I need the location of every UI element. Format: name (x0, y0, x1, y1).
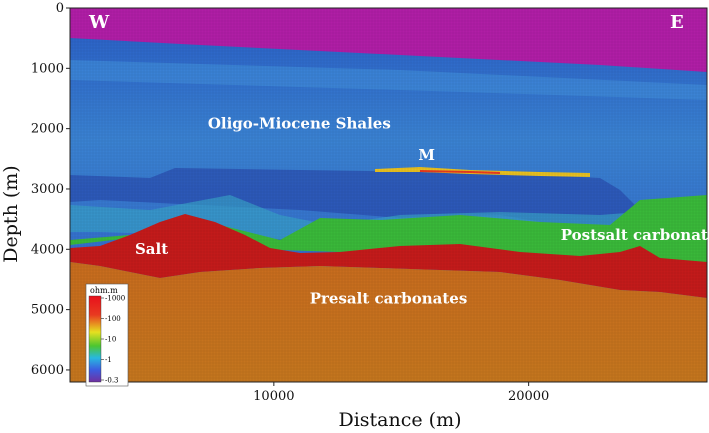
y-axis-ticks: 0 1000 2000 3000 4000 5000 6000 (31, 1, 70, 378)
colorbar-ticks: -1000 -100 -10 -1 -0.3 (101, 295, 125, 385)
colorbar-tick-label: -100 (105, 315, 121, 323)
colorbar-unit: ohm.m (90, 286, 118, 295)
colorbar-tick-label: -1000 (105, 295, 125, 303)
colorbar: ohm.m -1000 -100 -10 -1 -0.3 (85, 283, 129, 387)
colorbar-tick-label: -1 (105, 356, 112, 364)
y-tick-label: 2000 (31, 122, 64, 137)
y-tick-label: 6000 (31, 363, 64, 378)
colorbar-tick-label: -0.3 (105, 377, 119, 385)
colorbar-tick-label: -10 (105, 336, 116, 344)
grid-texture (70, 8, 707, 382)
west-label: W (88, 12, 110, 33)
plot-area (70, 8, 707, 382)
region-label: Presalt carbonates (310, 290, 468, 308)
y-axis-title: Depth (m) (0, 165, 22, 262)
x-tick-label: 10000 (253, 389, 294, 404)
y-tick-label: 3000 (31, 182, 64, 197)
colorbar-ramp (88, 295, 102, 383)
plot-frame (69, 7, 708, 383)
x-axis-title: Distance (m) (338, 409, 461, 431)
x-tick-label: 20000 (508, 389, 549, 404)
x-axis-ticks: 10000 20000 (253, 382, 549, 404)
y-tick-label: 5000 (31, 303, 64, 318)
y-tick-label: 4000 (31, 242, 64, 257)
east-label: E (670, 12, 684, 33)
y-tick-label: 1000 (31, 61, 64, 76)
region-label: Postsalt carbonates (561, 226, 709, 244)
region-label: Oligo-Miocene Shales (208, 115, 391, 133)
y-tick-label: 0 (56, 1, 64, 16)
region-label: Salt (135, 240, 168, 258)
region-label: M (418, 146, 435, 164)
region-labels: Oligo-Miocene Shales M Salt Postsalt carbon… (135, 115, 709, 308)
